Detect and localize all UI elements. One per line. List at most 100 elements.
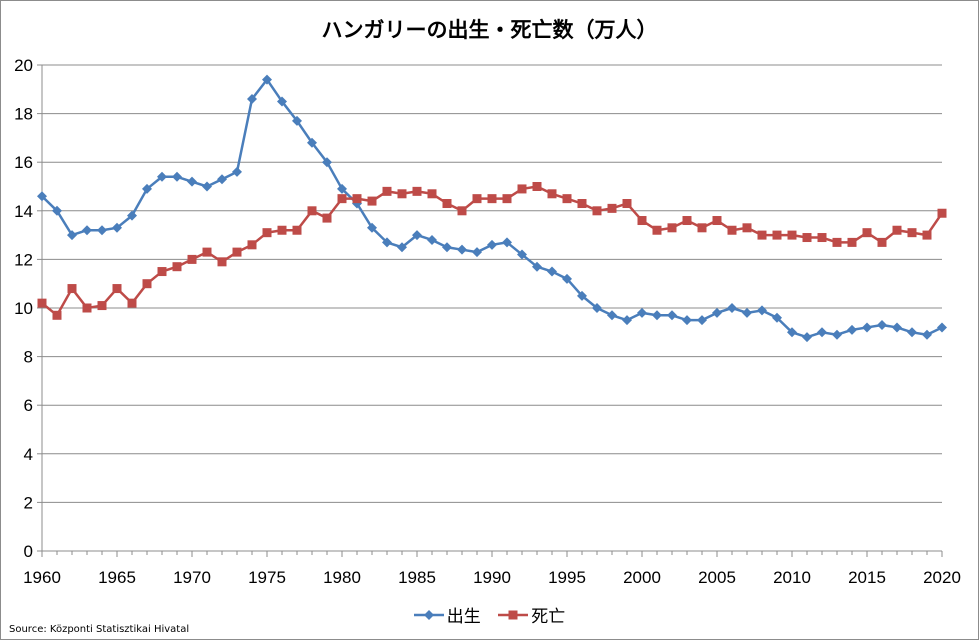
y-tick-label-18: 18 xyxy=(14,105,33,124)
point-deaths-2011 xyxy=(802,233,812,243)
series-layer xyxy=(37,74,947,343)
x-tick-label-1965: 1965 xyxy=(98,568,136,587)
point-births-2019 xyxy=(922,329,932,340)
point-deaths-2019 xyxy=(922,230,932,240)
point-deaths-2001 xyxy=(652,225,662,235)
point-births-1969 xyxy=(172,171,182,182)
x-tick-label-2010: 2010 xyxy=(773,568,811,587)
point-deaths-1993 xyxy=(532,182,542,191)
point-deaths-2015 xyxy=(862,228,872,238)
x-tick-label-1990: 1990 xyxy=(473,568,511,587)
point-deaths-1998 xyxy=(607,203,617,213)
point-births-1963 xyxy=(82,225,92,236)
point-births-1960 xyxy=(37,191,47,202)
point-deaths-1980 xyxy=(337,194,347,204)
y-tick-label-16: 16 xyxy=(14,153,33,172)
gridlines xyxy=(42,64,942,503)
point-births-1976 xyxy=(277,96,287,107)
y-tick-label-4: 4 xyxy=(24,445,33,464)
point-deaths-2007 xyxy=(742,223,752,233)
point-deaths-1966 xyxy=(127,298,137,308)
point-deaths-2012 xyxy=(817,233,827,243)
point-births-1985 xyxy=(412,230,422,241)
point-deaths-2006 xyxy=(727,225,737,235)
point-births-1964 xyxy=(97,225,107,236)
point-deaths-1985 xyxy=(412,186,422,196)
point-births-1996 xyxy=(577,290,587,301)
point-births-2005 xyxy=(712,307,722,318)
point-deaths-2009 xyxy=(772,230,782,240)
point-deaths-1971 xyxy=(202,247,212,257)
point-births-2000 xyxy=(637,307,647,318)
y-tick-label-2: 2 xyxy=(24,493,33,512)
point-deaths-1975 xyxy=(262,228,272,238)
point-births-2002 xyxy=(667,310,677,321)
x-tick-label-2020: 2020 xyxy=(923,568,961,587)
point-births-2018 xyxy=(907,327,917,338)
legend: 出生 死亡 xyxy=(0,602,979,627)
point-births-1962 xyxy=(67,230,77,241)
legend-item-births: 出生 xyxy=(413,602,481,627)
point-deaths-2005 xyxy=(712,216,722,226)
point-deaths-1982 xyxy=(367,196,377,206)
point-births-1978 xyxy=(307,137,317,148)
point-births-1972 xyxy=(217,174,227,185)
point-deaths-1996 xyxy=(577,199,587,209)
point-deaths-1997 xyxy=(592,206,602,216)
x-tick-label-1960: 1960 xyxy=(23,568,61,587)
series-line-deaths xyxy=(41,185,944,317)
point-births-2003 xyxy=(682,315,692,326)
point-births-1979 xyxy=(322,157,332,168)
point-births-1965 xyxy=(112,222,122,233)
point-births-1968 xyxy=(157,171,167,182)
point-deaths-2013 xyxy=(832,237,842,247)
point-deaths-1983 xyxy=(382,186,392,196)
point-deaths-1970 xyxy=(187,254,197,264)
point-births-2014 xyxy=(847,324,857,335)
point-births-1983 xyxy=(382,237,392,248)
point-deaths-2017 xyxy=(892,225,902,235)
point-deaths-2003 xyxy=(682,216,692,226)
point-births-1999 xyxy=(622,315,632,326)
legend-item-deaths: 死亡 xyxy=(498,602,565,627)
y-tick-label-10: 10 xyxy=(14,299,33,318)
legend-label-deaths: 死亡 xyxy=(531,607,566,627)
y-tick-label-14: 14 xyxy=(14,202,33,221)
point-births-1970 xyxy=(187,176,197,187)
series-line-births xyxy=(41,78,943,339)
point-deaths-1969 xyxy=(172,262,182,272)
point-births-1993 xyxy=(532,261,542,272)
point-deaths-1988 xyxy=(457,206,467,216)
point-deaths-1964 xyxy=(97,301,107,311)
x-tick-label-1970: 1970 xyxy=(173,568,211,587)
point-deaths-2008 xyxy=(757,230,767,240)
point-births-1982 xyxy=(367,222,377,233)
point-births-2020 xyxy=(937,322,947,333)
x-tick-label-1975: 1975 xyxy=(248,568,286,587)
point-births-1977 xyxy=(292,115,302,126)
point-births-1992 xyxy=(517,249,527,260)
point-births-1997 xyxy=(592,303,602,313)
legend-swatch-deaths xyxy=(498,610,529,619)
point-deaths-1963 xyxy=(82,303,92,313)
point-births-2007 xyxy=(742,307,752,318)
point-births-2001 xyxy=(652,310,662,321)
point-births-1980 xyxy=(337,183,347,194)
x-tick-label-2000: 2000 xyxy=(623,568,661,587)
point-births-1986 xyxy=(427,234,437,245)
point-deaths-1984 xyxy=(397,189,407,199)
point-deaths-1994 xyxy=(547,189,557,199)
point-deaths-1992 xyxy=(517,184,527,194)
chart-title: ハンガリーの出生・死亡数（万人） xyxy=(321,18,658,42)
point-deaths-1961 xyxy=(52,310,62,320)
legend-swatch-births xyxy=(413,609,444,620)
point-births-2009 xyxy=(772,312,782,323)
point-deaths-1977 xyxy=(292,225,302,235)
point-deaths-2016 xyxy=(877,237,887,247)
point-births-2012 xyxy=(817,327,827,338)
point-births-1975 xyxy=(262,74,272,85)
point-deaths-1968 xyxy=(157,267,167,277)
x-tick-label-1985: 1985 xyxy=(398,568,436,587)
point-deaths-1960 xyxy=(37,298,47,308)
